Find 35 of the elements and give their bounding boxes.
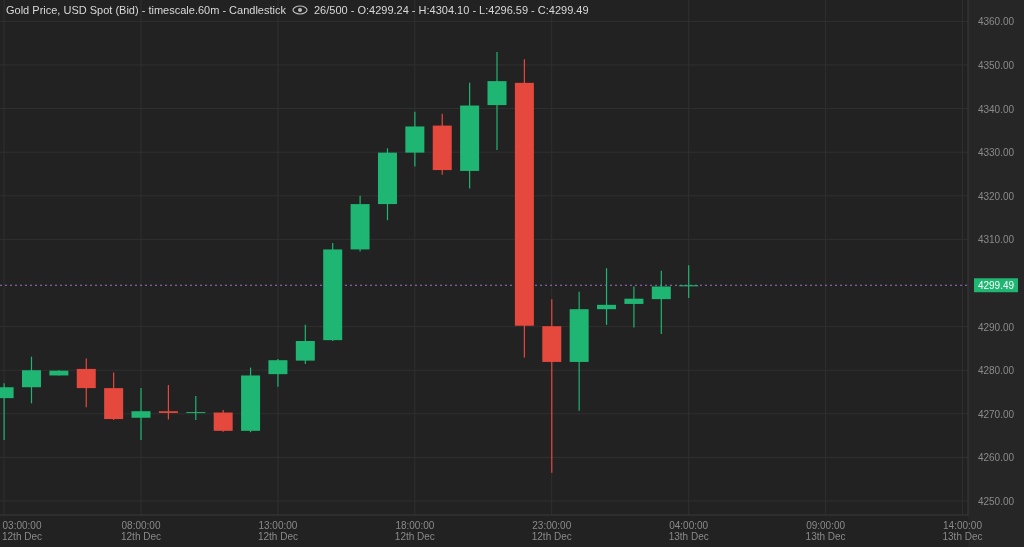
candlestick bbox=[158, 384, 178, 421]
candlestick bbox=[679, 264, 699, 299]
candlestick bbox=[213, 409, 233, 433]
candlestick bbox=[21, 356, 41, 404]
candlestick bbox=[597, 267, 617, 326]
candlestick bbox=[295, 324, 315, 365]
y-tick-label: 4250.00 bbox=[977, 496, 1015, 508]
candlestick bbox=[651, 270, 671, 335]
y-tick-label: 4290.00 bbox=[977, 321, 1015, 333]
x-tick-label: 08:00:00 12th Dec bbox=[121, 520, 162, 542]
y-tick-label: 4350.00 bbox=[977, 59, 1015, 71]
x-tick-label: 23:00:00 12th Dec bbox=[531, 520, 572, 542]
x-tick-label: 13:00:00 12th Dec bbox=[257, 520, 298, 542]
x-tick-label: 04:00:00 13th Dec bbox=[668, 520, 709, 542]
y-tick-label: 4310.00 bbox=[977, 234, 1015, 246]
y-tick-label: 4280.00 bbox=[977, 365, 1015, 377]
candlestick bbox=[76, 357, 96, 408]
candlestick bbox=[131, 387, 151, 441]
candlestick bbox=[268, 358, 288, 388]
candlestick bbox=[624, 285, 644, 329]
y-tick-label: 4320.00 bbox=[977, 190, 1015, 202]
y-tick-label: 4270.00 bbox=[977, 408, 1015, 420]
ref-line-label: 4299.49 bbox=[977, 280, 1015, 292]
chart-subtitle: 26/500 - O:4299.24 - H:4304.10 - L:4296.59 - C:4299.49 bbox=[314, 4, 589, 16]
x-tick-label: 03:00:00 12th Dec bbox=[1, 520, 43, 542]
chart-title: Gold Price, USD Spot (Bid) - timescale.60m - Candlestick bbox=[6, 4, 287, 16]
x-tick-label: 09:00:00 13th Dec bbox=[805, 520, 846, 542]
x-tick-label: 14:00:00 13th Dec bbox=[942, 520, 983, 542]
candlestick bbox=[487, 51, 507, 151]
y-tick-label: 4260.00 bbox=[977, 452, 1015, 464]
candlestick bbox=[186, 395, 206, 421]
y-tick-label: 4340.00 bbox=[977, 103, 1015, 115]
y-tick-label: 4360.00 bbox=[977, 16, 1015, 28]
y-tick-label: 4330.00 bbox=[977, 147, 1015, 159]
x-tick-label: 18:00:00 12th Dec bbox=[394, 520, 435, 542]
